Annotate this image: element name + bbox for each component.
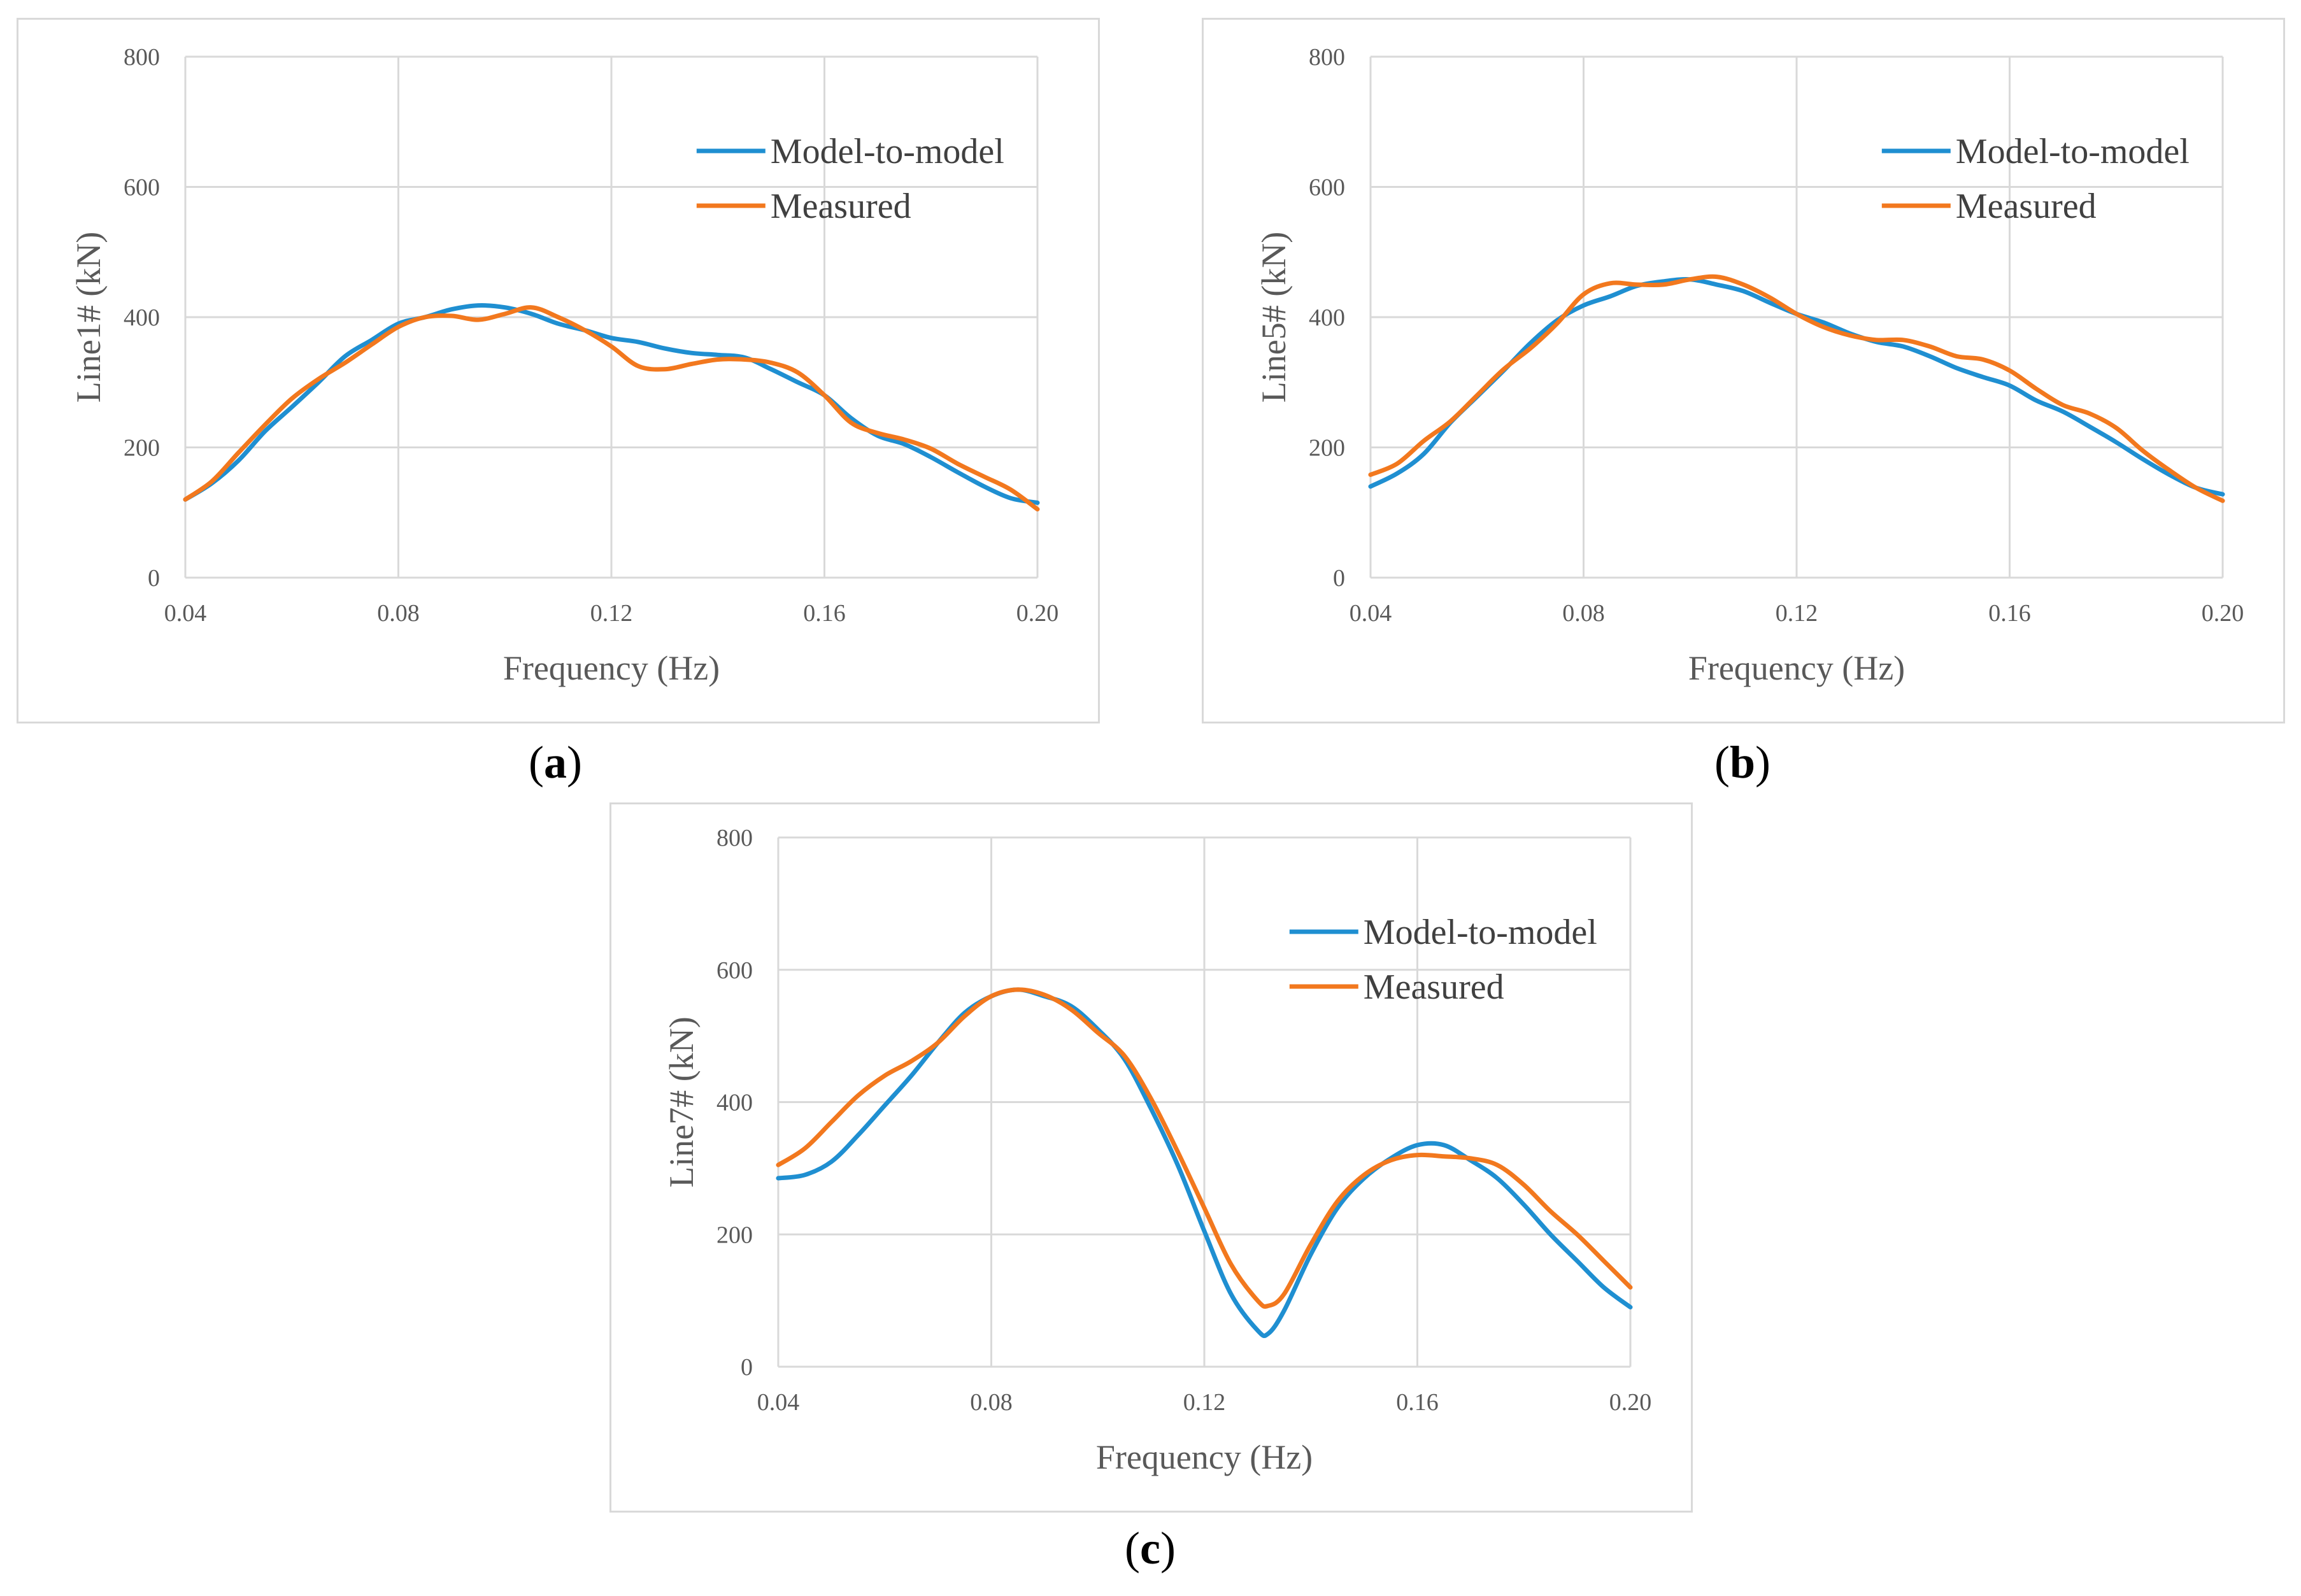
legend-label-measured: Measured xyxy=(1956,187,2097,226)
legend-label-model-to-model: Model-to-model xyxy=(1364,913,1597,952)
y-axis-label: Line5# (kN) xyxy=(1255,232,1293,403)
legend-label-measured: Measured xyxy=(771,187,911,226)
x-tick-label: 0.16 xyxy=(1396,1389,1439,1416)
y-tick-label: 400 xyxy=(124,304,160,331)
legend-label-measured: Measured xyxy=(1364,967,1504,1007)
caption-c: (c) xyxy=(1125,1523,1176,1574)
x-tick-label: 0.12 xyxy=(590,600,633,627)
x-tick-label: 0.08 xyxy=(377,600,420,627)
x-tick-label: 0.12 xyxy=(1183,1389,1226,1416)
x-tick-label: 0.12 xyxy=(1776,600,1818,627)
caption-b: (b) xyxy=(1714,737,1770,788)
x-axis-label: Frequency (Hz) xyxy=(1688,649,1905,687)
x-tick-label: 0.20 xyxy=(1609,1389,1652,1416)
legend-label-model-to-model: Model-to-model xyxy=(771,132,1004,171)
y-tick-label: 0 xyxy=(1333,565,1345,592)
y-tick-label: 0 xyxy=(741,1354,753,1381)
x-tick-label: 0.04 xyxy=(1350,600,1392,627)
x-axis-label: Frequency (Hz) xyxy=(1096,1438,1313,1476)
x-tick-label: 0.20 xyxy=(1016,600,1059,627)
y-tick-label: 600 xyxy=(716,957,753,984)
x-axis-label: Frequency (Hz) xyxy=(503,649,720,687)
y-tick-label: 200 xyxy=(716,1222,753,1248)
y-axis-label: Line7# (kN) xyxy=(662,1016,701,1187)
y-axis-label: Line1# (kN) xyxy=(69,232,108,403)
series-line-measured xyxy=(1368,274,2225,503)
legend-label-model-to-model: Model-to-model xyxy=(1956,132,2190,171)
series-line-measured xyxy=(776,987,1633,1309)
x-tick-label: 0.20 xyxy=(2202,600,2244,627)
x-tick-label: 0.16 xyxy=(803,600,846,627)
y-tick-label: 800 xyxy=(716,825,753,851)
y-tick-label: 200 xyxy=(124,435,160,462)
y-tick-label: 200 xyxy=(1309,435,1345,462)
chart-panel-b: 0.04 0.08 0.12 0.16 0.20 0 200 400 600 800 Frequen… xyxy=(1202,18,2285,723)
y-tick-label: 600 xyxy=(124,175,160,201)
y-tick-label: 800 xyxy=(1309,44,1345,71)
x-tick-label: 0.08 xyxy=(1562,600,1605,627)
y-tick-label: 800 xyxy=(124,44,160,71)
chart-b-svg: 0.04 0.08 0.12 0.16 0.20 0 200 400 600 800 Frequen… xyxy=(1255,44,2244,687)
chart-c-svg: 0.04 0.08 0.12 0.16 0.20 0 200 400 600 800 Frequen… xyxy=(662,825,1652,1476)
chart-a-svg: 0.04 0.08 0.12 0.16 0.20 0 200 400 600 800 Frequen… xyxy=(69,44,1059,687)
y-tick-label: 400 xyxy=(1309,304,1345,331)
y-tick-label: 0 xyxy=(148,565,160,592)
y-tick-label: 600 xyxy=(1309,175,1345,201)
x-tick-label: 0.08 xyxy=(970,1389,1013,1416)
series-line-measured xyxy=(183,305,1040,512)
y-tick-label: 400 xyxy=(716,1090,753,1116)
x-tick-label: 0.04 xyxy=(164,600,207,627)
caption-a: (a) xyxy=(529,737,582,788)
chart-panel-c: 0.04 0.08 0.12 0.16 0.20 0 200 400 600 800 Frequen… xyxy=(609,802,1693,1513)
series-line-model-to-model xyxy=(776,987,1633,1338)
x-tick-label: 0.04 xyxy=(757,1389,800,1416)
x-tick-label: 0.16 xyxy=(1988,600,2031,627)
chart-panel-a: 0.04 0.08 0.12 0.16 0.20 0 200 400 600 800 Frequen… xyxy=(17,18,1100,723)
